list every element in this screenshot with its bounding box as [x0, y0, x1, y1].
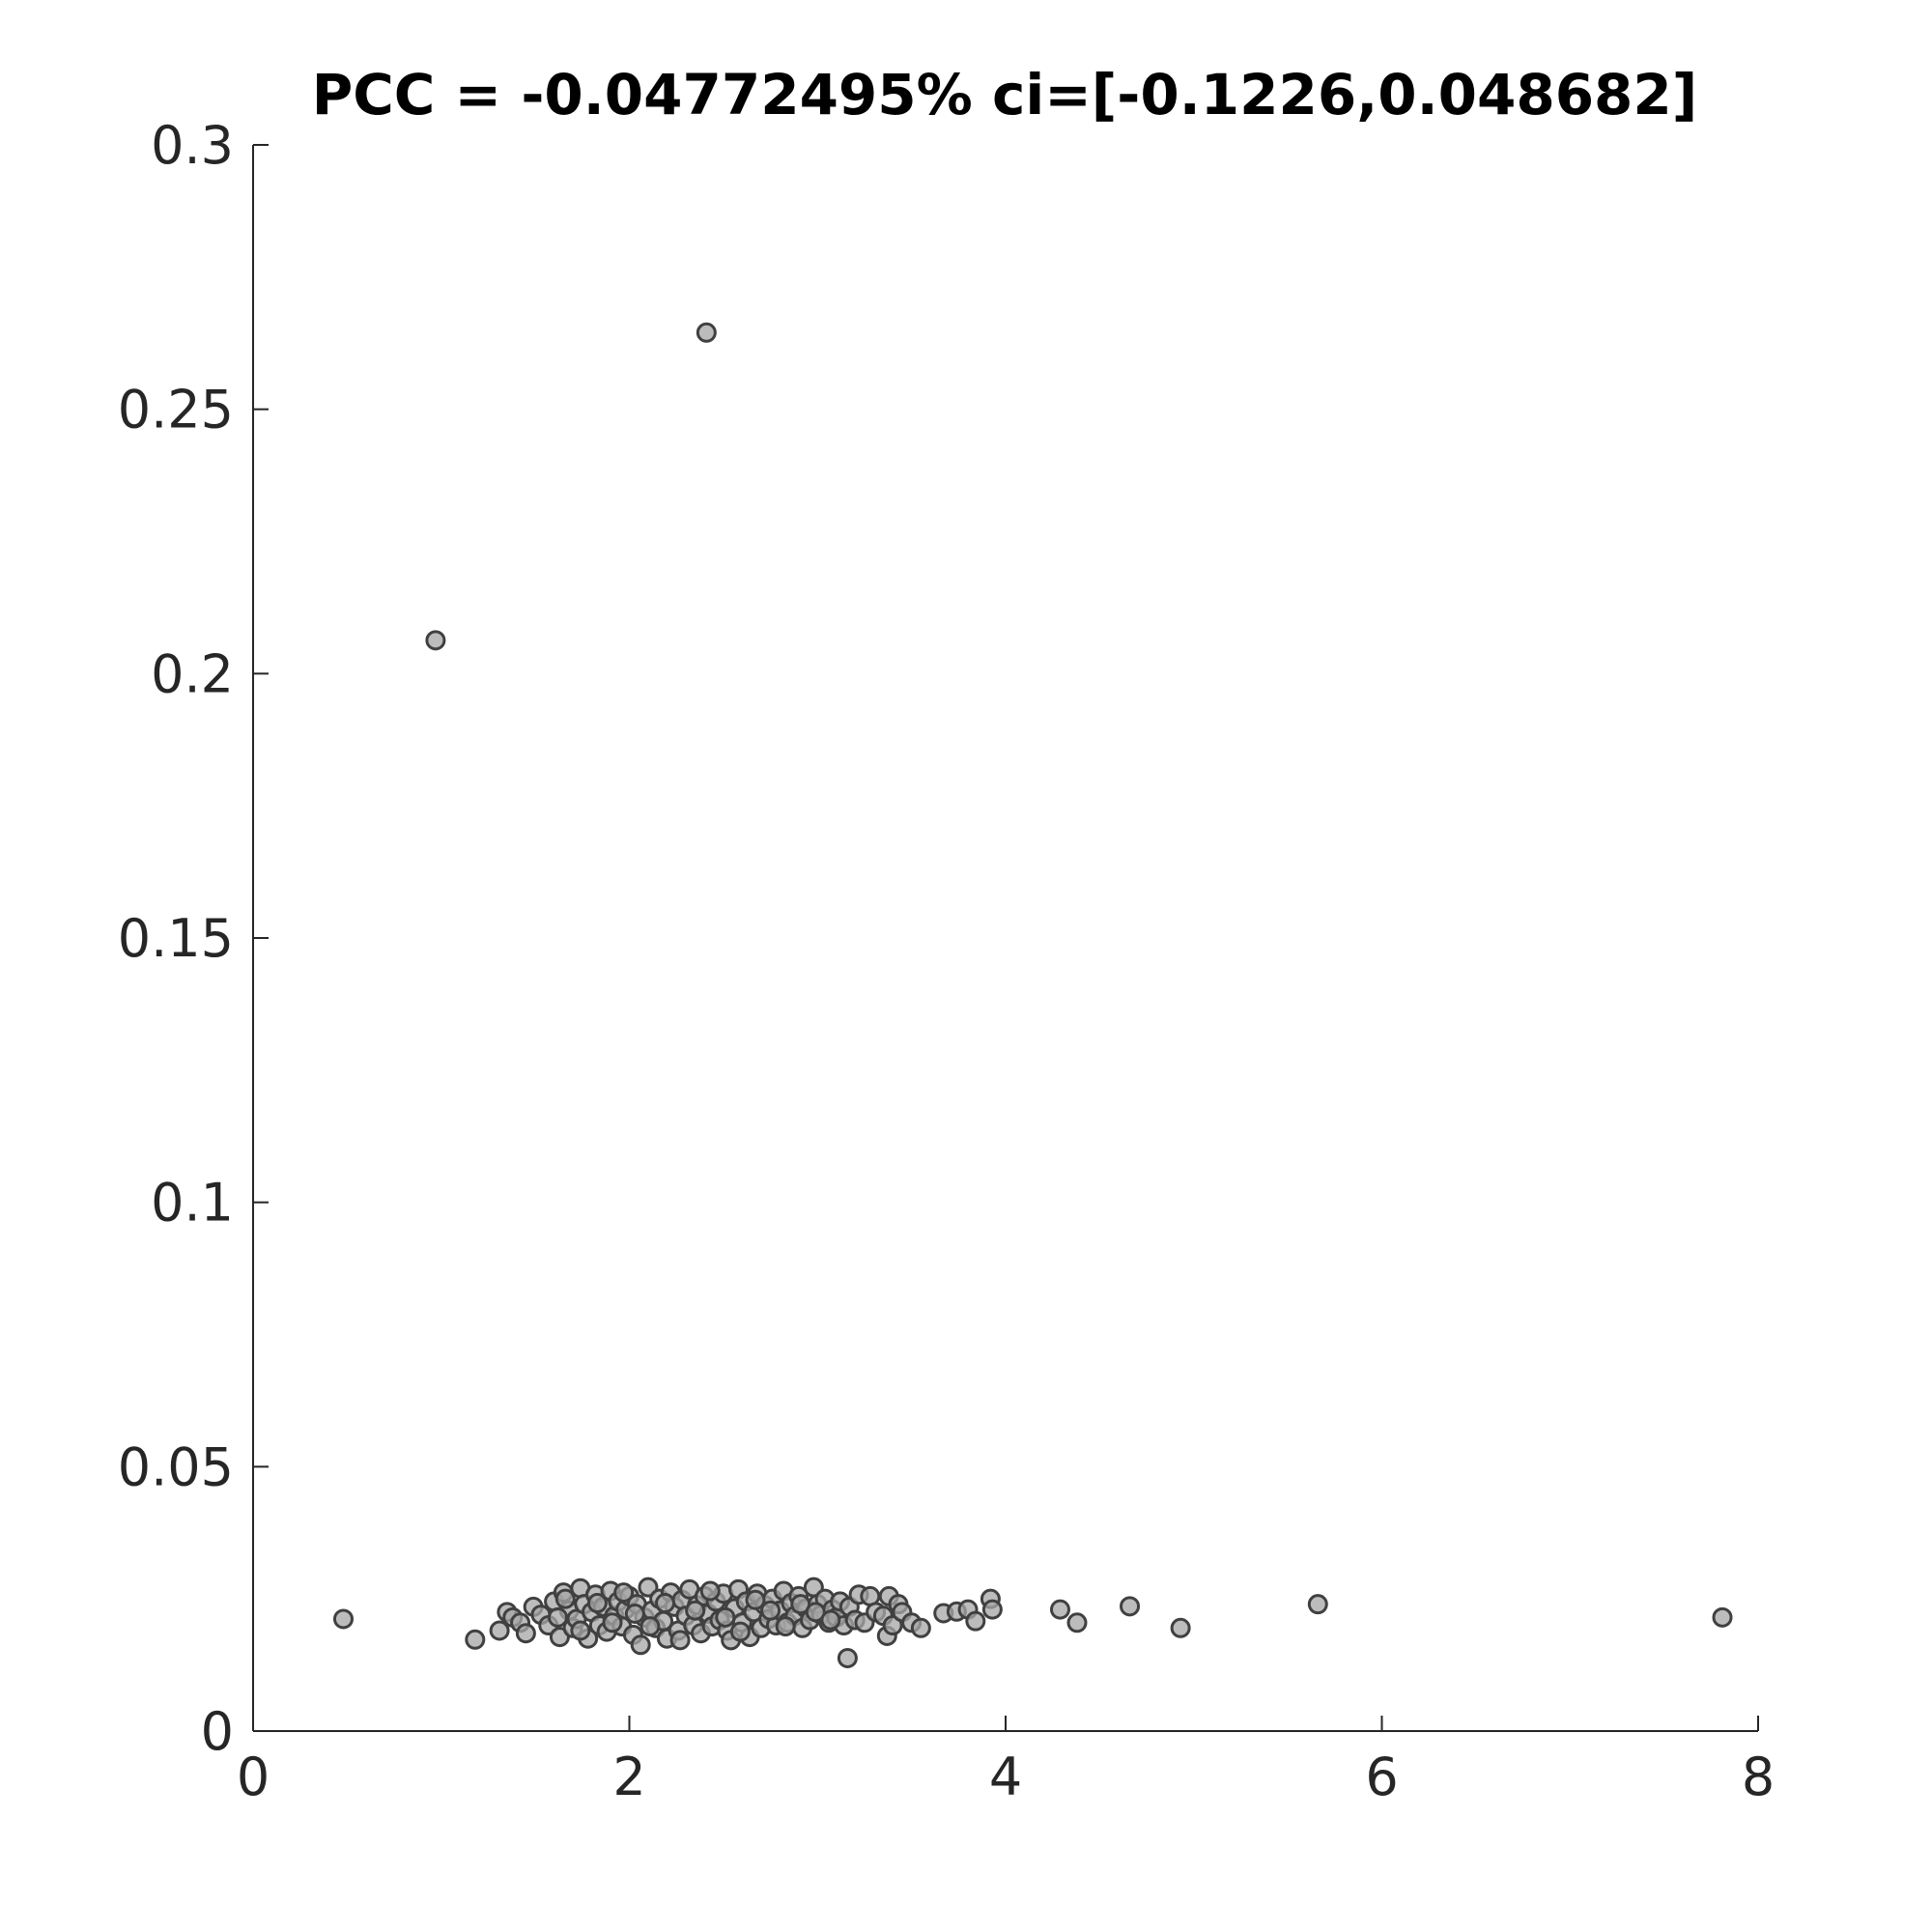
data-point — [1307, 1594, 1328, 1615]
data-point — [910, 1617, 931, 1638]
y-tick-label: 0.2 — [151, 643, 234, 704]
data-point — [805, 1602, 826, 1623]
data-point — [837, 1647, 858, 1668]
data-point — [465, 1629, 486, 1650]
data-point — [699, 1580, 721, 1602]
data-point — [1170, 1617, 1191, 1638]
data-point — [820, 1609, 841, 1631]
data-point — [981, 1599, 1003, 1620]
x-tick-label: 4 — [989, 1747, 1022, 1807]
data-point — [655, 1593, 676, 1614]
y-tick-label: 0 — [201, 1701, 234, 1762]
data-point — [965, 1610, 986, 1632]
data-point — [332, 1608, 354, 1630]
data-point — [630, 1634, 651, 1656]
data-point — [515, 1623, 536, 1644]
data-point — [745, 1589, 766, 1610]
data-point — [669, 1630, 691, 1651]
data-point — [425, 630, 446, 651]
x-tick-label: 0 — [237, 1747, 270, 1807]
data-point — [775, 1616, 796, 1637]
data-point — [1049, 1599, 1070, 1620]
data-point — [554, 1588, 576, 1609]
y-tick-label: 0.1 — [151, 1173, 234, 1234]
y-tick-label: 0.15 — [118, 908, 234, 969]
y-ticks: 0 0.05 0.1 0.15 0.2 0.25 0.3 — [118, 115, 269, 1762]
axes — [252, 145, 1758, 1732]
data-point — [547, 1606, 568, 1628]
data-point — [685, 1600, 706, 1621]
data-point — [639, 1616, 661, 1637]
data-point — [882, 1615, 903, 1636]
data-point — [613, 1582, 635, 1604]
x-tick-label: 6 — [1365, 1747, 1398, 1807]
data-point — [790, 1594, 811, 1615]
x-tick-label: 8 — [1742, 1747, 1775, 1807]
x-ticks: 0 2 4 6 8 — [237, 1716, 1775, 1807]
data-point — [1120, 1596, 1141, 1617]
x-tick-label: 2 — [612, 1747, 645, 1807]
data-point — [570, 1620, 591, 1641]
chart-title: PCC = -0.04772495% ci=[-0.1226,0.048682] — [312, 62, 1698, 128]
y-tick-label: 0.25 — [118, 380, 234, 440]
data-point — [1712, 1606, 1733, 1628]
data-point — [729, 1621, 751, 1642]
data-point — [489, 1620, 510, 1641]
data-point — [602, 1612, 623, 1634]
data-point — [624, 1603, 645, 1624]
data-point — [760, 1600, 781, 1621]
data-point — [696, 322, 717, 343]
y-tick-label: 0.3 — [151, 115, 234, 176]
data-points — [332, 322, 1733, 1668]
data-point — [586, 1593, 608, 1614]
data-point — [715, 1606, 736, 1628]
y-tick-label: 0.05 — [118, 1436, 234, 1497]
data-point — [1066, 1612, 1088, 1634]
